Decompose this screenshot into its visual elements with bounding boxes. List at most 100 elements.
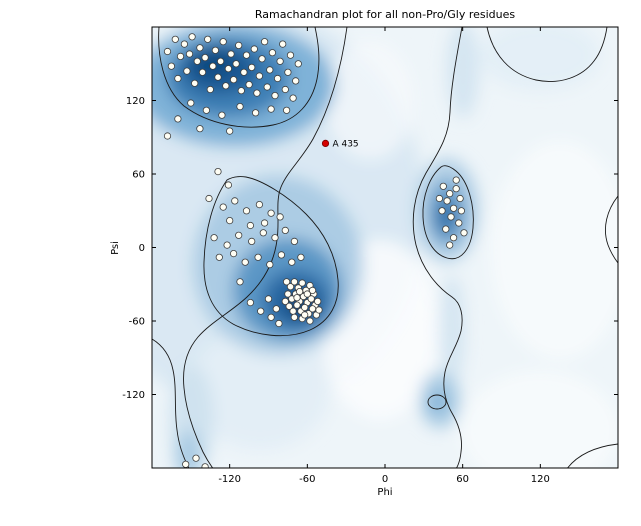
x-tick-label: -120 [218,474,241,485]
residue-point [250,45,258,53]
y-tick-label: 120 [126,96,145,107]
residue-point [241,258,249,266]
density-contour [427,394,447,410]
residue-point [232,60,240,68]
residue-point [266,260,274,269]
residue-point [226,217,234,225]
residue-point [214,73,222,81]
residue-point [230,76,238,84]
residue-point [295,287,304,296]
residue-point [264,295,273,303]
residue-point [248,237,256,245]
residue-point [281,226,289,234]
residue-point [235,231,243,239]
residue-point [255,72,263,80]
residue-point [174,74,182,83]
residue-point [273,74,282,83]
residue-point [237,87,245,95]
residue-point [298,279,306,287]
residue-annotation: A 435 [332,139,358,149]
residue-point [446,190,454,198]
residue-point [171,35,179,43]
residue-point [308,286,317,294]
residue-point [260,219,269,227]
residue-point [252,109,260,117]
density-contour [152,338,190,468]
residue-point [276,57,284,65]
density-contour [422,165,474,260]
residue-point [289,307,297,315]
x-axis-label: Phi [377,487,392,498]
residue-point [271,92,279,100]
residue-point [230,250,238,258]
residue-point [206,85,214,94]
residue-point [281,85,289,94]
residue-point [214,168,222,176]
residue-point [201,463,209,468]
residue-point [183,67,191,75]
residue-point [255,201,263,209]
residue-point [236,103,244,111]
residue-point [245,81,253,89]
residue-point [266,66,274,74]
residue-point [457,207,465,215]
residue-point [307,295,315,303]
y-tick-label: -120 [122,390,145,401]
x-tick-label: 60 [456,474,469,485]
residue-point [231,197,239,205]
residue-point [284,290,292,298]
residue-point [219,38,227,46]
residue-point [254,253,262,261]
residue-point [276,213,284,221]
residue-point [205,194,213,203]
residue-point [284,68,292,76]
density-contour [486,27,608,82]
y-tick-label: 60 [132,170,145,181]
residue-point [306,317,314,325]
residue-point [460,229,468,237]
density-contour [203,176,339,337]
density-contour [412,27,463,468]
residue-point [289,94,297,102]
residue-point [226,127,234,135]
annotations-layer: A 435 [332,139,358,149]
residue-point [268,49,276,57]
residue-point [446,241,454,249]
residue-point [242,207,251,215]
density-contour [158,27,320,128]
residue-point [290,313,298,321]
residue-point [163,132,172,140]
residue-point [449,234,458,242]
x-tick-label: -60 [299,474,315,485]
chart-title: Ramachandran plot for all non-Pro/Gly re… [255,8,516,21]
residue-point [290,237,298,245]
residue-point [439,182,447,190]
residue-point [442,225,450,233]
residue-point [303,290,311,298]
residue-point [215,253,223,261]
residue-point [301,311,309,319]
residue-point [271,234,279,242]
residue-point [286,51,295,59]
y-tick-label: -60 [129,317,145,328]
residue-point [201,53,209,62]
residue-point [196,44,204,52]
residue-point [236,278,244,286]
residue-point [204,35,212,43]
residue-point [456,194,464,203]
residue-point [176,52,185,61]
residue-point [449,204,458,212]
residue-point [258,55,266,63]
residue-point [267,209,275,217]
residue-point [315,306,323,314]
residue-point [167,62,175,70]
residue-point [224,181,232,189]
residue-point [282,106,291,114]
residue-point [290,278,298,286]
residue-point [267,313,275,321]
residue-point [253,89,261,97]
residue-point [443,197,451,205]
residue-point [242,51,251,59]
residue-point [188,33,196,41]
residue-point [438,207,446,215]
